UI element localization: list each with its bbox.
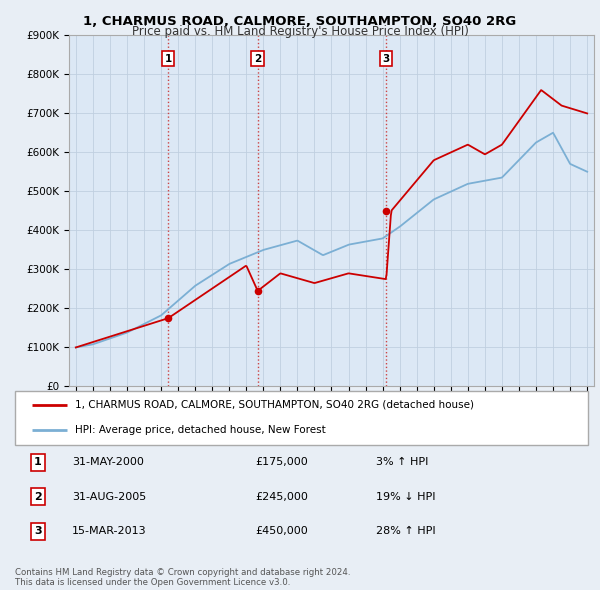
Text: 1: 1 — [34, 457, 42, 467]
Text: 3% ↑ HPI: 3% ↑ HPI — [376, 457, 428, 467]
Text: 28% ↑ HPI: 28% ↑ HPI — [376, 526, 436, 536]
Text: 1, CHARMUS ROAD, CALMORE, SOUTHAMPTON, SO40 2RG (detached house): 1, CHARMUS ROAD, CALMORE, SOUTHAMPTON, S… — [75, 400, 474, 409]
Text: Price paid vs. HM Land Registry's House Price Index (HPI): Price paid vs. HM Land Registry's House … — [131, 25, 469, 38]
Text: 31-AUG-2005: 31-AUG-2005 — [73, 491, 146, 502]
Text: Contains HM Land Registry data © Crown copyright and database right 2024.
This d: Contains HM Land Registry data © Crown c… — [15, 568, 350, 587]
Text: 31-MAY-2000: 31-MAY-2000 — [73, 457, 144, 467]
Text: 15-MAR-2013: 15-MAR-2013 — [73, 526, 147, 536]
Text: 2: 2 — [254, 54, 262, 64]
Text: £175,000: £175,000 — [256, 457, 308, 467]
Text: 3: 3 — [383, 54, 390, 64]
FancyBboxPatch shape — [15, 391, 588, 445]
Text: 1: 1 — [164, 54, 172, 64]
Text: 3: 3 — [34, 526, 42, 536]
Text: £245,000: £245,000 — [256, 491, 308, 502]
Text: £450,000: £450,000 — [256, 526, 308, 536]
Text: 1, CHARMUS ROAD, CALMORE, SOUTHAMPTON, SO40 2RG: 1, CHARMUS ROAD, CALMORE, SOUTHAMPTON, S… — [83, 15, 517, 28]
Text: 19% ↓ HPI: 19% ↓ HPI — [376, 491, 436, 502]
Text: HPI: Average price, detached house, New Forest: HPI: Average price, detached house, New … — [75, 425, 326, 435]
Text: 2: 2 — [34, 491, 42, 502]
